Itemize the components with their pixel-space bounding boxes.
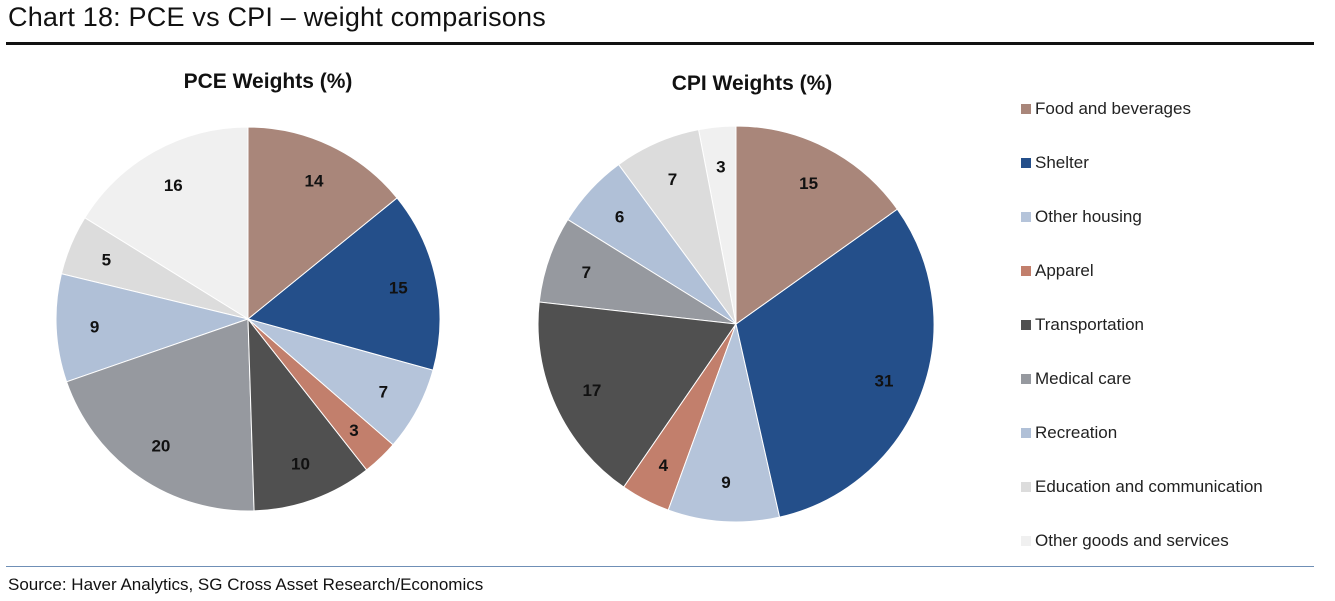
- legend-item: Recreation: [1021, 406, 1331, 460]
- pce-slice-label: 9: [90, 317, 99, 336]
- pce-slice-shelter: [246, 197, 441, 371]
- pce-slice-label: 7: [379, 383, 388, 402]
- legend-label: Apparel: [1035, 261, 1094, 280]
- legend-label: Recreation: [1035, 423, 1118, 442]
- legend-item: Other housing: [1021, 190, 1331, 244]
- source-divider: [6, 566, 1314, 567]
- cpi-slice-label: 31: [875, 372, 894, 391]
- legend-label: Shelter: [1035, 153, 1089, 172]
- legend-item: Medical care: [1021, 352, 1331, 406]
- cpi-pie-chart: CPI Weights (%) 15 31 9 4 17 7 6 7 3: [537, 72, 935, 523]
- legend-swatch: [1021, 266, 1031, 276]
- legend-swatch: [1021, 536, 1031, 546]
- pce-slice-food-and-beverages: [247, 126, 398, 321]
- chart-legend: Food and beverages Shelter Other housing Ap…: [1021, 82, 1331, 568]
- legend-label: Medical care: [1035, 369, 1132, 388]
- title-divider: [6, 42, 1314, 45]
- legend-label: Transportation: [1035, 315, 1144, 334]
- cpi-slice-label: 7: [668, 170, 677, 189]
- cpi-slice-label: 7: [582, 263, 591, 282]
- pce-slice-transportation: [247, 317, 368, 512]
- cpi-slice-label: 6: [615, 208, 624, 227]
- source-note: Source: Haver Analytics, SG Cross Asset …: [8, 575, 484, 594]
- pce-pie-chart: PCE Weights (%) 14 15 7 3 10 20 9 5 16: [55, 70, 441, 512]
- legend-swatch: [1021, 212, 1031, 222]
- cpi-slice-food-and-beverages: [735, 125, 898, 325]
- cpi-chart-title: CPI Weights (%): [672, 72, 833, 95]
- cpi-slice-label: 3: [716, 157, 725, 176]
- legend-swatch: [1021, 374, 1031, 384]
- cpi-slice-label: 9: [721, 473, 730, 492]
- legend-item: Food and beverages: [1021, 82, 1331, 136]
- legend-item: Shelter: [1021, 136, 1331, 190]
- legend-swatch: [1021, 158, 1031, 168]
- legend-label: Other housing: [1035, 207, 1142, 226]
- pce-chart-title: PCE Weights (%): [184, 70, 353, 93]
- legend-label: Food and beverages: [1035, 99, 1191, 118]
- cpi-slice-shelter: [735, 208, 935, 518]
- pce-slice-label: 10: [291, 454, 310, 473]
- legend-swatch: [1021, 428, 1031, 438]
- pce-slice-label: 15: [389, 279, 408, 298]
- legend-label: Other goods and services: [1035, 531, 1229, 550]
- page-title: Chart 18: PCE vs CPI – weight comparison…: [8, 2, 546, 32]
- pce-slice-label: 20: [151, 437, 170, 456]
- cpi-slice-label: 17: [582, 381, 601, 400]
- legend-swatch: [1021, 320, 1031, 330]
- cpi-slice-label: 15: [799, 174, 818, 193]
- pce-slice-label: 16: [164, 176, 183, 195]
- legend-item: Transportation: [1021, 298, 1331, 352]
- legend-item: Apparel: [1021, 244, 1331, 298]
- pce-slice-medical-care: [65, 318, 255, 512]
- pce-slice-label: 3: [349, 421, 358, 440]
- legend-item: Other goods and services: [1021, 514, 1331, 568]
- pce-slice-other-goods-and-services: [84, 126, 249, 320]
- legend-swatch: [1021, 482, 1031, 492]
- pce-slice-label: 14: [305, 171, 324, 190]
- legend-item: Education and communication: [1021, 460, 1331, 514]
- pce-slice-recreation: [55, 273, 250, 383]
- cpi-slice-transportation: [537, 301, 737, 488]
- legend-label: Education and communication: [1035, 477, 1263, 496]
- pce-slice-label: 5: [102, 251, 111, 270]
- legend-swatch: [1021, 104, 1031, 114]
- cpi-slice-other-housing: [667, 322, 781, 523]
- cpi-slice-label: 4: [659, 456, 669, 475]
